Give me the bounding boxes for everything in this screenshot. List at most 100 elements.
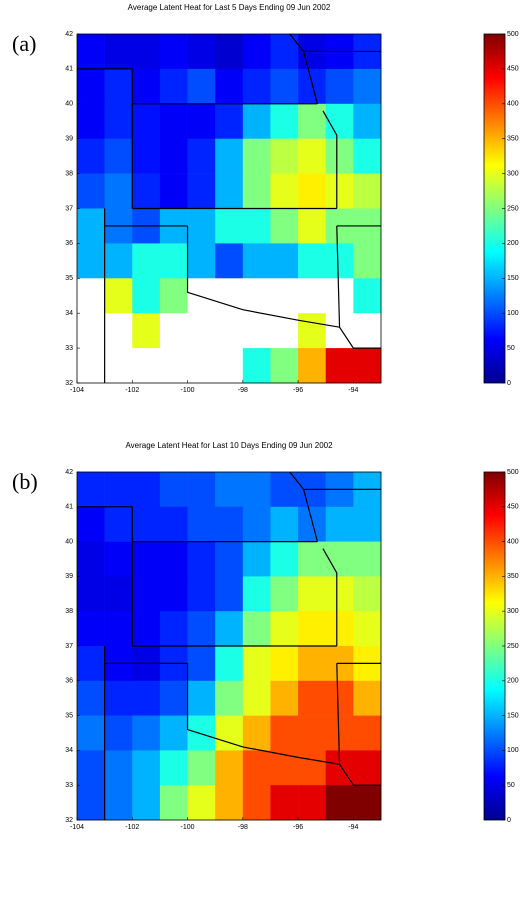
heat-cell — [77, 103, 105, 139]
heat-cell — [325, 138, 354, 174]
heat-cell — [325, 173, 354, 209]
heat-cell — [187, 646, 216, 682]
heat-cell — [325, 541, 354, 577]
y-tick-label: 35 — [65, 275, 73, 282]
heat-cell — [215, 472, 244, 508]
heat-cell — [298, 278, 327, 314]
heat-cell — [353, 348, 382, 384]
heat-cell — [298, 348, 327, 384]
colorbar-tick-label: 0 — [507, 380, 511, 387]
heat-cell — [187, 348, 216, 384]
x-tick-label: -96 — [293, 824, 303, 831]
x-tick-label: -104 — [70, 824, 84, 831]
heat-cell — [132, 348, 161, 384]
heat-cell — [298, 103, 327, 139]
y-tick-label: 36 — [65, 678, 73, 685]
heat-cell — [132, 173, 161, 209]
heat-cell — [298, 646, 327, 682]
state-border — [186, 225, 340, 328]
heat-cell — [104, 243, 133, 279]
colorbar-tick-label: 100 — [507, 310, 519, 317]
y-tick-label: 40 — [65, 101, 73, 108]
heat-cell — [187, 611, 216, 647]
heat-cell — [242, 576, 271, 612]
heat-cell — [270, 576, 299, 612]
heat-cell — [104, 715, 133, 751]
y-tick-label: 34 — [65, 310, 73, 317]
heat-cell — [104, 472, 133, 508]
heat-cell — [77, 646, 105, 682]
heat-cell — [187, 680, 216, 716]
heat-cell — [325, 103, 354, 139]
x-tick-label: -102 — [125, 387, 139, 394]
heat-cell — [298, 173, 327, 209]
x-tick-label: -102 — [125, 824, 139, 831]
heat-cell — [104, 680, 133, 716]
heat-cell — [353, 541, 382, 577]
heat-cell — [270, 138, 299, 174]
heat-cell — [270, 506, 299, 542]
heat-cell — [270, 715, 299, 751]
colorbar-tick-label: 500 — [507, 31, 519, 38]
y-tick-label: 37 — [65, 643, 73, 650]
state-border — [322, 548, 338, 646]
heat-cell — [242, 138, 271, 174]
heat-cell — [77, 173, 105, 209]
x-tick-label: -98 — [238, 387, 248, 394]
x-tick-label: -96 — [293, 387, 303, 394]
heat-cell — [187, 506, 216, 542]
heat-cell — [353, 243, 382, 279]
heat-cell — [159, 34, 188, 70]
x-tick-label: -104 — [70, 387, 84, 394]
colorbar-tick-label: 350 — [507, 136, 519, 143]
heat-cell — [353, 750, 382, 786]
heat-cell — [215, 541, 244, 577]
colorbar-tick-label: 300 — [507, 170, 519, 177]
heat-cell — [215, 173, 244, 209]
state-border — [339, 763, 381, 786]
colorbar-tick-label: 250 — [507, 205, 519, 212]
heat-cell — [270, 243, 299, 279]
heat-cell — [77, 750, 105, 786]
heat-cell — [353, 103, 382, 139]
heat-cell — [132, 541, 161, 577]
heat-cell — [325, 348, 354, 384]
heat-cell — [353, 785, 382, 821]
heat-cell — [77, 506, 105, 542]
heat-cell — [187, 103, 216, 139]
colorbar-tick-label: 500 — [507, 469, 519, 476]
heat-cell — [353, 278, 382, 314]
heat-cell — [159, 173, 188, 209]
heat-cell — [215, 576, 244, 612]
heat-cell — [325, 506, 354, 542]
heat-cell — [104, 278, 133, 314]
heat-cell — [132, 243, 161, 279]
heat-cell — [242, 680, 271, 716]
state-border — [336, 225, 341, 328]
y-tick-label: 37 — [65, 205, 73, 212]
x-tick-label: -94 — [348, 387, 358, 394]
heat-cell — [132, 313, 161, 349]
y-tick-label: 34 — [65, 747, 73, 754]
y-tick-label: 38 — [65, 608, 73, 615]
heat-cell — [242, 103, 271, 139]
heat-cell — [242, 313, 271, 349]
heat-cell — [298, 785, 327, 821]
heat-cell — [353, 138, 382, 174]
heat-cell — [270, 278, 299, 314]
heat-cell — [242, 646, 271, 682]
heat-cell — [298, 313, 327, 349]
y-tick-label: 39 — [65, 573, 73, 580]
y-tick-label: 33 — [65, 345, 73, 352]
colorbar — [483, 33, 506, 384]
heat-cell — [353, 576, 382, 612]
y-tick-label: 33 — [65, 782, 73, 789]
heat-cell — [104, 576, 133, 612]
heat-cell — [298, 138, 327, 174]
heat-cell — [242, 785, 271, 821]
heat-cell — [215, 208, 244, 244]
heat-cell — [159, 138, 188, 174]
heat-cell — [242, 715, 271, 751]
heat-cell — [77, 243, 105, 279]
